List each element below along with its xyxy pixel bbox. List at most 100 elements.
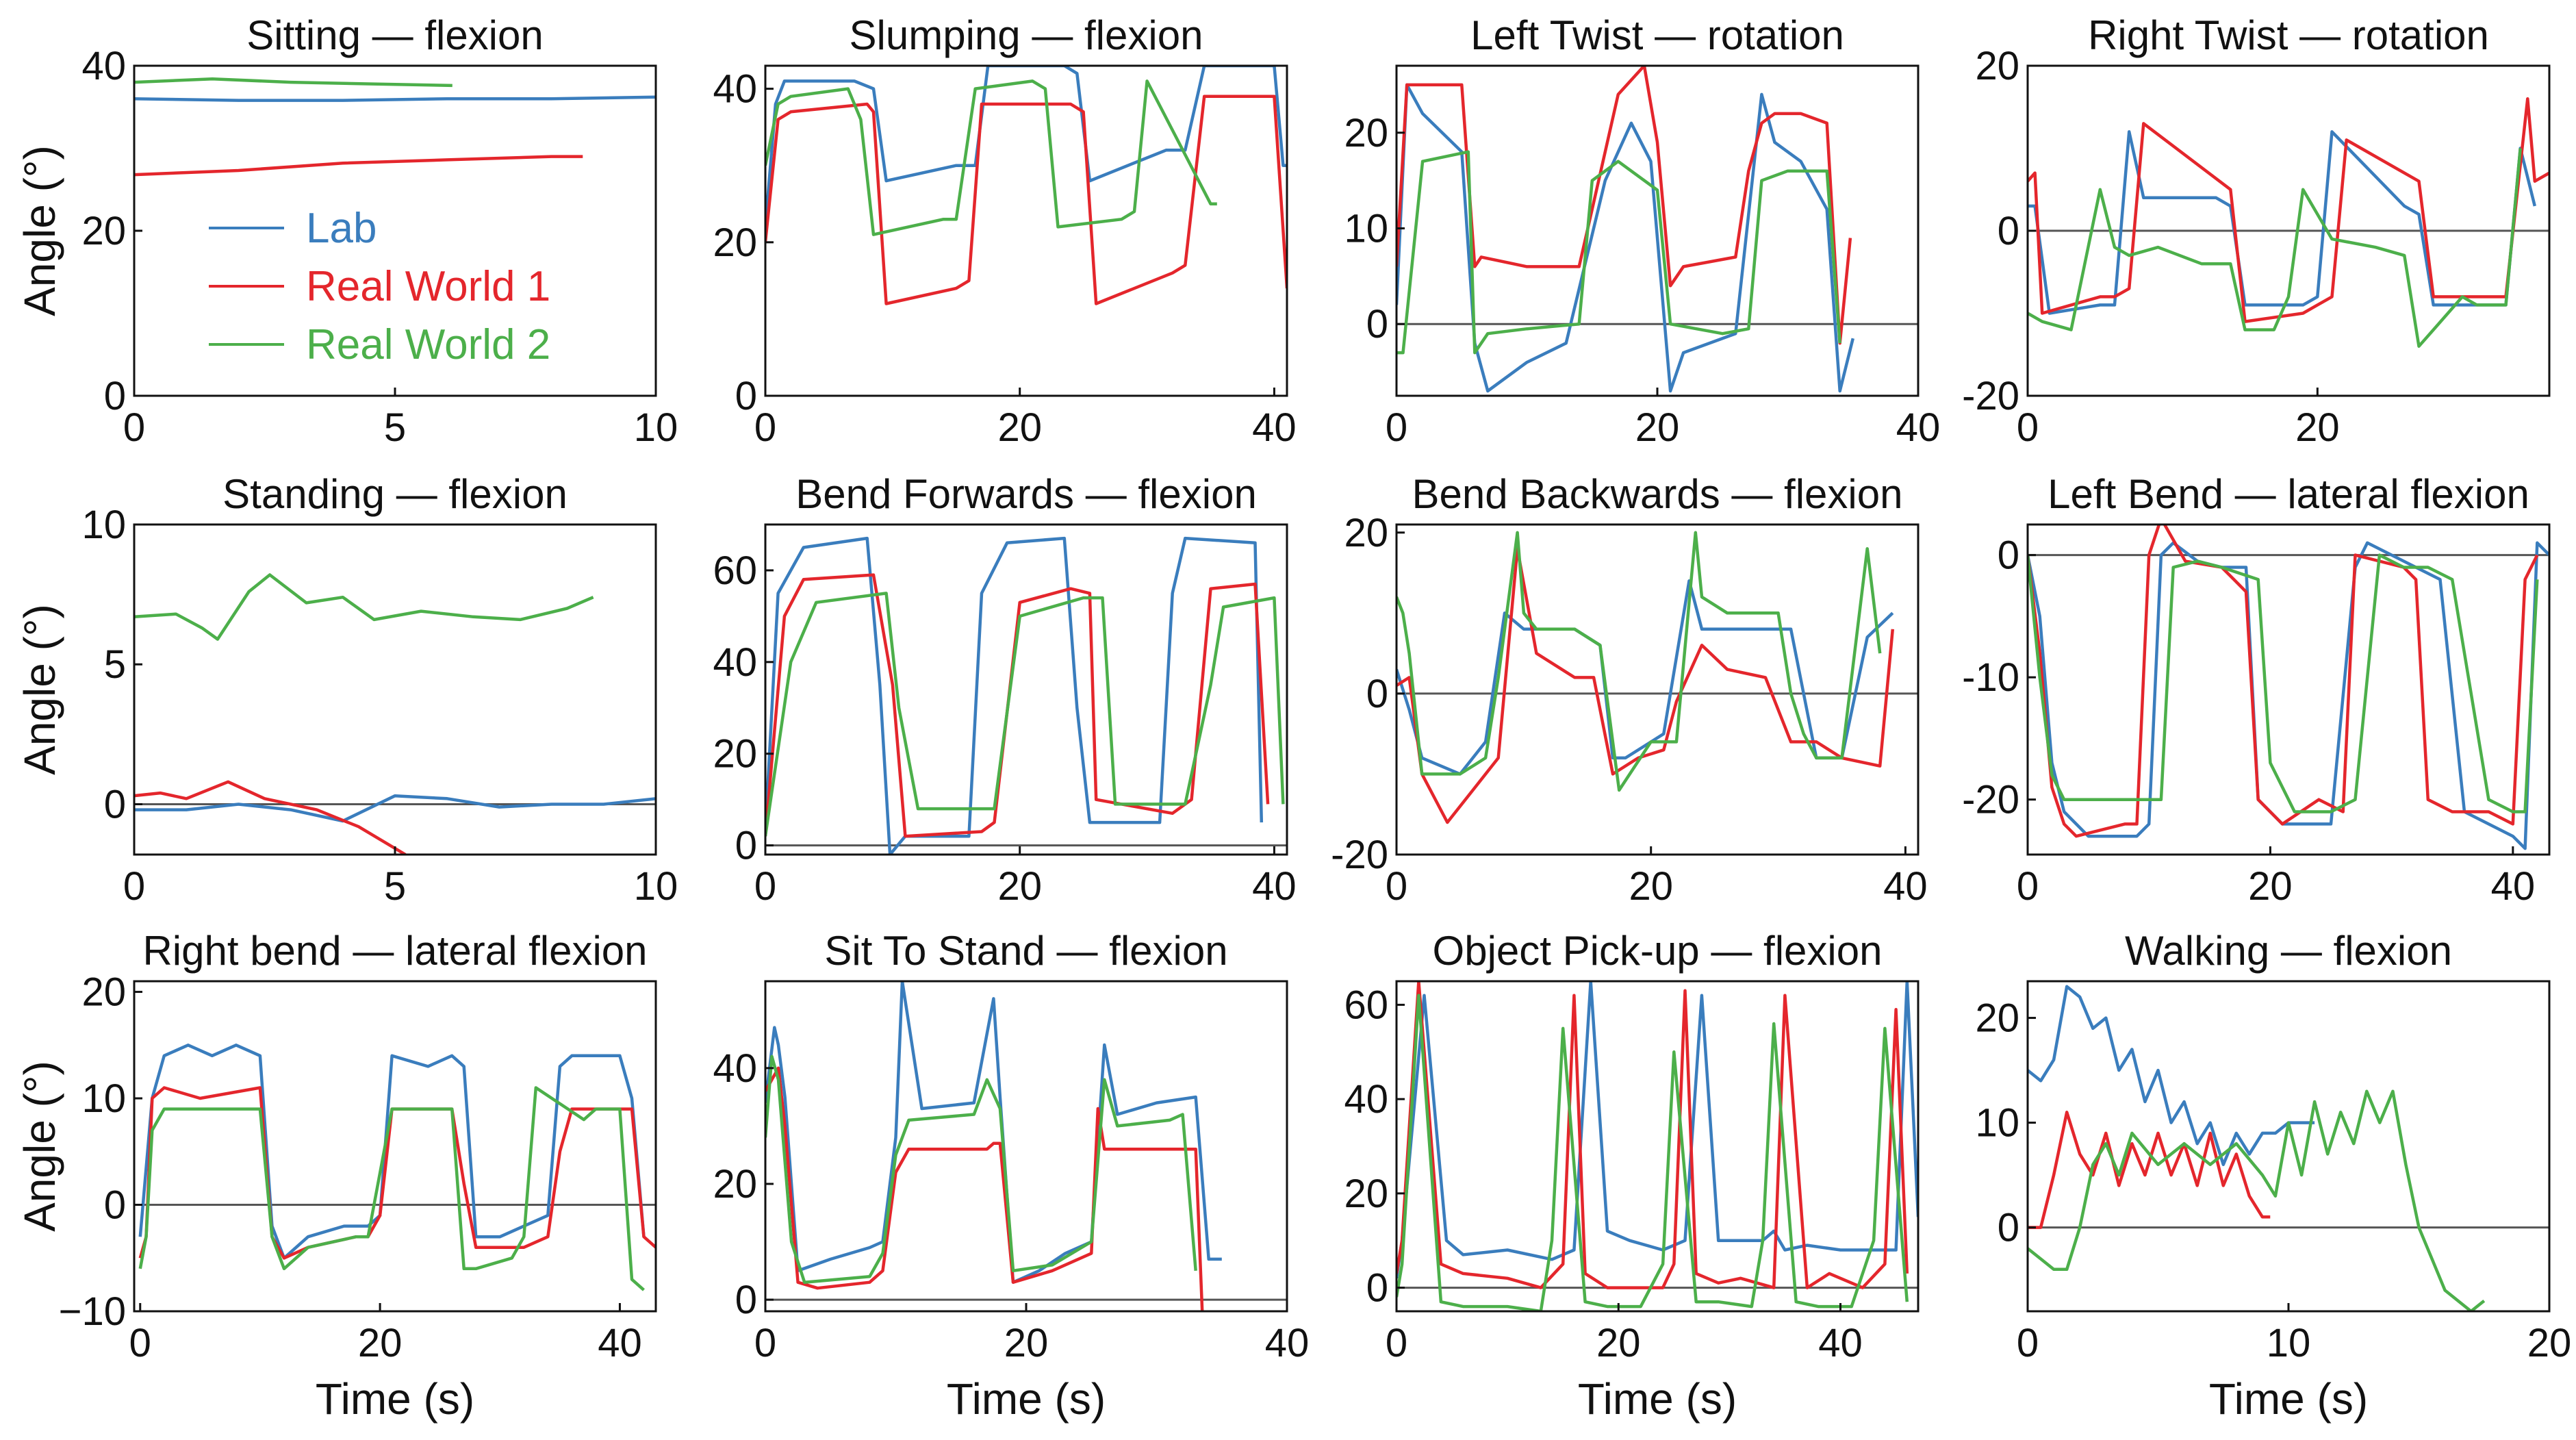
chart-title: Left Bend — lateral flexion [2048,471,2529,517]
series-line-real-world-2 [2028,553,2539,813]
y-tick-label: 0 [735,824,757,868]
x-tick-label: 40 [598,1321,642,1365]
y-tick-label: 5 [104,642,126,687]
series-line-real-world-2 [2028,1089,2486,1311]
x-tick-label: 10 [2267,1321,2311,1365]
y-tick-label: 10 [1344,207,1388,251]
y-tick-label: -20 [1962,778,2019,822]
x-tick-label: 40 [1896,405,1941,450]
chart-panel-sit-to-stand-flexion: Sit To Stand — flexion 0 20 40 0 20 40 Time (s) [713,928,1309,1424]
y-tick-label: 0 [1366,1266,1388,1311]
chart-title: Bend Forwards — flexion [795,471,1257,517]
chart-title: Standing — flexion [222,471,568,517]
series-line-real-world-2 [134,77,452,88]
legend: Lab Real World 1 Real World 2 [209,205,550,368]
y-tick-label: 10 [1975,1101,2019,1146]
series-line-real-world-1 [1397,981,1909,1289]
y-tick-label: 0 [104,374,126,418]
x-tick-label: 0 [1386,1321,1407,1365]
x-tick-label: 40 [1252,405,1297,450]
chart-title: Sitting — flexion [246,12,544,58]
plot-frame [1395,980,1920,1313]
x-tick-label: 0 [129,1321,151,1365]
series-line-real-world-1 [1397,547,1895,824]
chart-title: Object Pick-up — flexion [1433,928,1883,974]
series-line-lab [765,536,1264,855]
y-tick-label: 20 [1975,44,2019,88]
series-line-real-world-2 [138,1086,645,1291]
x-tick-label: 40 [1818,1321,1863,1365]
x-tick-label: 0 [2017,405,2039,450]
plot-frame [133,980,657,1313]
y-tick-label: 0 [1366,302,1388,346]
series-line-lab [765,981,1222,1284]
chart-title: Walking — flexion [2125,928,2452,974]
series-line-real-world-2 [765,592,1285,837]
series-line-real-world-2 [134,573,594,641]
x-tick-label: 40 [1252,864,1297,909]
series-line-lab [1397,83,1854,393]
y-tick-label: 60 [1344,983,1388,1027]
y-tick-label: 20 [713,220,757,265]
y-tick-label: 0 [735,1278,757,1322]
x-tick-label: 20 [2248,864,2293,909]
chart-title: Sit To Stand — flexion [824,928,1227,974]
y-tick-label: 40 [713,640,757,685]
x-tick-label: 20 [358,1321,403,1365]
x-tick-label: 5 [384,405,406,450]
x-axis-label: Time (s) [947,1374,1106,1424]
x-tick-label: 40 [2491,864,2536,909]
y-tick-label: 10 [81,1076,126,1121]
x-tick-label: 0 [754,864,776,909]
y-tick-label: 40 [1344,1077,1388,1122]
y-tick-label: 20 [713,732,757,776]
x-tick-label: 20 [1004,1321,1049,1365]
y-tick-label: 20 [1975,996,2019,1041]
legend-entry-lab: Lab [209,205,377,252]
x-tick-label: 0 [1386,864,1407,909]
series-line-real-world-1 [2028,525,2539,838]
series-line-real-world-1 [134,155,583,177]
chart-title: Right Twist — rotation [2088,12,2489,58]
y-tick-label: 20 [1344,1172,1388,1216]
chart-title: Right bend — lateral flexion [142,928,647,974]
y-axis-label: Angle (°) [15,145,64,316]
x-tick-label: 0 [1386,405,1407,450]
y-tick-label: -20 [1962,374,2019,418]
x-tick-label: 20 [1629,864,1673,909]
y-tick-label: 40 [713,67,757,112]
x-tick-label: 40 [1883,864,1928,909]
series-line-lab [134,95,656,102]
series-line-real-world-2 [2028,148,2522,348]
series-line-real-world-2 [765,79,1217,236]
x-tick-label: 0 [123,864,145,909]
chart-title: Bend Backwards — flexion [1412,471,1902,517]
chart-panel-left-twist-rotation: Left Twist — rotation 0 20 40 0 10 20 [1344,12,1940,450]
y-tick-label: 40 [713,1046,757,1091]
series-line-lab [2028,130,2536,315]
series-line-real-world-1 [765,1066,1204,1311]
y-tick-label: 60 [713,548,757,593]
x-tick-label: 20 [997,864,1042,909]
y-tick-label: 20 [1344,111,1388,155]
chart-panel-sitting-flexion: Sitting — flexion 0 5 10 0 20 40 Angle (°) [15,12,678,450]
series-line-lab [134,794,656,823]
x-tick-label: 20 [2295,405,2340,450]
x-tick-label: 10 [634,405,678,450]
y-tick-label: 20 [81,970,126,1015]
y-tick-label: 40 [81,44,126,88]
chart-panel-left-bend-lateral-flexion: Left Bend — lateral flexion 0 20 40 -20 -10 0 [1962,471,2551,909]
y-tick-label: −10 [59,1289,126,1334]
y-tick-label: 0 [104,1183,126,1228]
x-axis-label: Time (s) [2209,1374,2368,1424]
series-line-lab [138,1044,646,1260]
x-axis-label: Time (s) [316,1374,474,1424]
y-tick-label: -10 [1962,655,2019,700]
chart-panel-walking-flexion: Walking — flexion 0 10 20 0 10 20 Time (s) [1975,928,2571,1424]
chart-panel-object-pick-up-flexion: Object Pick-up — flexion 0 20 40 0 20 40 60 Time… [1344,928,1920,1424]
plot-frame [764,980,1288,1313]
chart-grid: Sitting — flexion 0 5 10 0 20 40 Angle (°) Slump… [15,12,2571,1424]
x-tick-label: 40 [1265,1321,1310,1365]
series-line-real-world-2 [765,1054,1197,1284]
